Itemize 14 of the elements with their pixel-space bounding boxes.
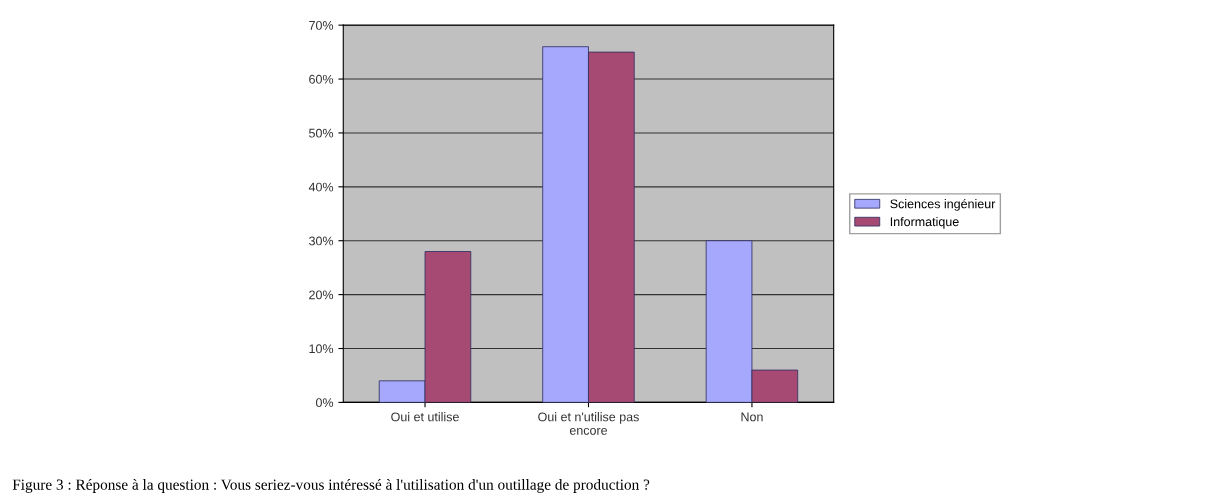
y-tick-label: 10% bbox=[309, 344, 334, 354]
x-tick-label: Oui et n'utilise pas encore bbox=[538, 412, 639, 435]
caption: Figure 3 : Réponse à la question : Vous seriez-vous intéressé à l'utilisation d'un outillage de production ? bbox=[12, 479, 650, 493]
legend-label: Informatique bbox=[890, 216, 959, 229]
y-tick-label: 50% bbox=[309, 128, 334, 138]
x-tick-label: Oui et utilise bbox=[391, 412, 459, 422]
y-tick-label: 30% bbox=[309, 236, 334, 246]
x-tick-label: Non bbox=[741, 412, 763, 422]
y-tick-label: 40% bbox=[308, 182, 334, 192]
y-tick-label: 0% bbox=[315, 398, 334, 408]
legend-label: Sciences ingénieur bbox=[890, 198, 996, 211]
y-tick-label: 70% bbox=[309, 20, 334, 30]
y-tick-label: 20% bbox=[309, 290, 334, 300]
y-tick-label: 60% bbox=[309, 74, 334, 84]
